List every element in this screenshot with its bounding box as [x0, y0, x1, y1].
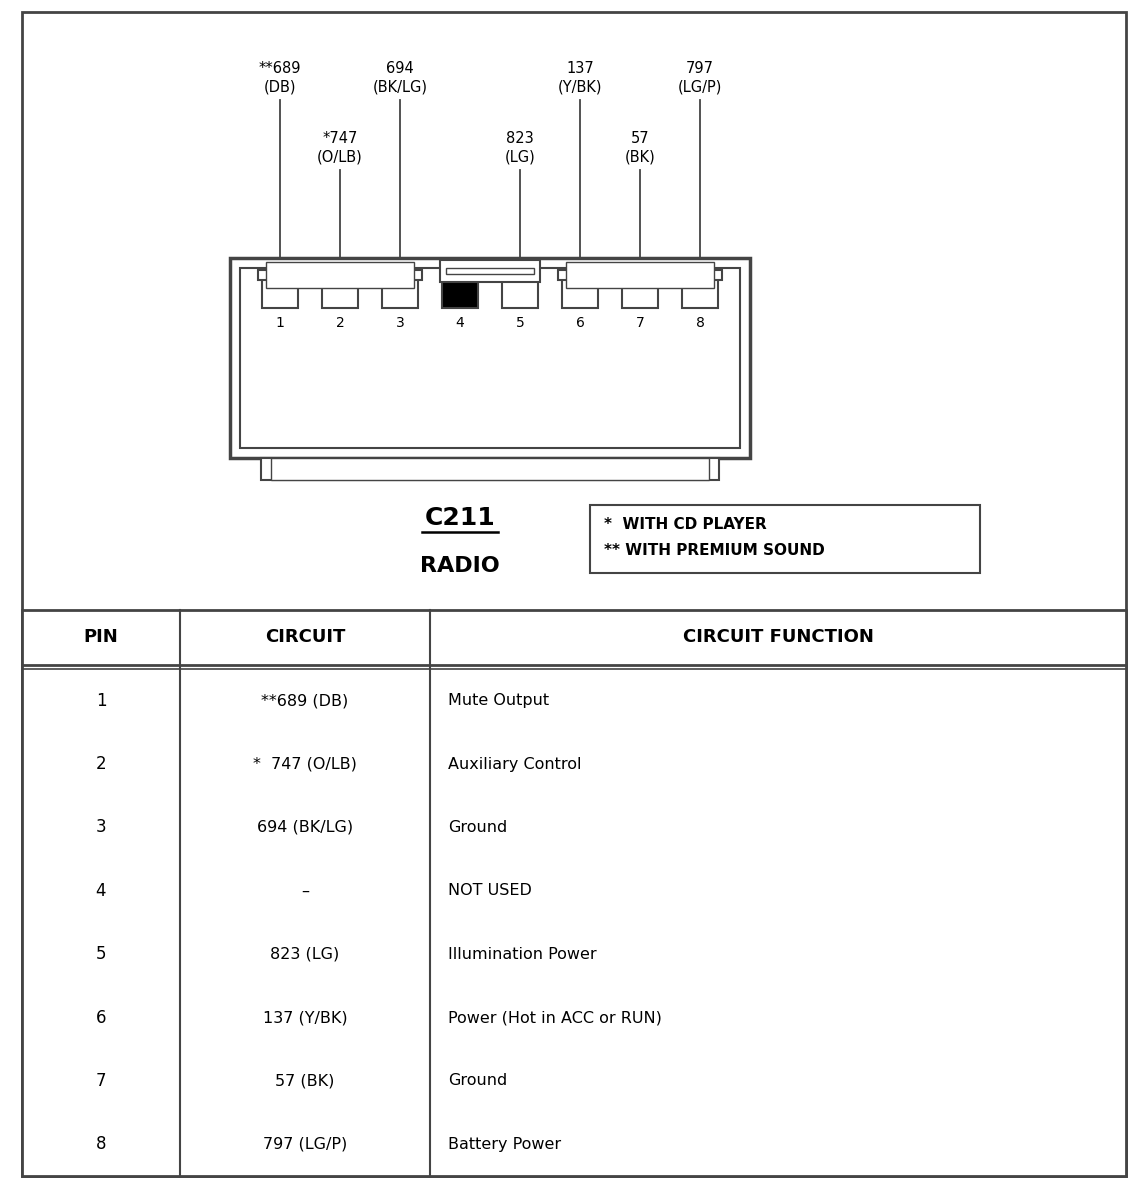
Bar [563, 278, 598, 308]
Text: Mute Output: Mute Output [448, 694, 549, 708]
Text: 694 (BK/LG): 694 (BK/LG) [257, 820, 354, 835]
Text: Power (Hot in ACC or RUN): Power (Hot in ACC or RUN) [448, 1010, 662, 1025]
Text: *  WITH CD PLAYER: * WITH CD PLAYER [604, 517, 767, 532]
Text: **689
(DB): **689 (DB) [258, 61, 301, 95]
Text: CIRCUIT: CIRCUIT [265, 629, 346, 647]
Text: 1: 1 [95, 691, 107, 709]
Bar [262, 458, 719, 480]
Text: ** WITH PREMIUM SOUND: ** WITH PREMIUM SOUND [604, 542, 824, 558]
Bar [566, 262, 714, 288]
Bar [502, 278, 538, 308]
Bar [682, 278, 718, 308]
Bar [240, 268, 740, 448]
Bar [442, 278, 478, 308]
Text: *  747 (O/LB): * 747 (O/LB) [253, 756, 357, 772]
Text: 797
(LG/P): 797 (LG/P) [677, 61, 722, 95]
Text: 823
(LG): 823 (LG) [505, 132, 535, 164]
Text: 3: 3 [95, 818, 107, 836]
Text: 57 (BK): 57 (BK) [276, 1074, 335, 1088]
Text: 694
(BK/LG): 694 (BK/LG) [372, 61, 427, 95]
Text: Illumination Power: Illumination Power [448, 947, 597, 961]
Text: 57
(BK): 57 (BK) [625, 132, 656, 164]
Bar [440, 260, 540, 282]
Text: 7: 7 [636, 316, 644, 330]
Text: **689 (DB): **689 (DB) [262, 694, 349, 708]
Text: *747
(O/LB): *747 (O/LB) [317, 132, 363, 164]
Text: NOT USED: NOT USED [448, 883, 532, 899]
Text: 6: 6 [575, 316, 584, 330]
Text: PIN: PIN [84, 629, 118, 647]
Text: CIRCUIT FUNCTION: CIRCUIT FUNCTION [683, 629, 874, 647]
Text: 5: 5 [95, 946, 107, 964]
Bar [622, 278, 658, 308]
Text: Auxiliary Control: Auxiliary Control [448, 756, 582, 772]
Text: C211: C211 [425, 506, 496, 530]
Text: 823 (LG): 823 (LG) [271, 947, 340, 961]
Text: 137
(Y/BK): 137 (Y/BK) [558, 61, 603, 95]
Text: 2: 2 [95, 755, 107, 773]
Text: 2: 2 [335, 316, 344, 330]
Text: –: – [301, 883, 309, 899]
Text: 4: 4 [95, 882, 107, 900]
Text: Ground: Ground [448, 820, 507, 835]
Bar [266, 262, 414, 288]
Text: 7: 7 [95, 1072, 107, 1090]
Bar [262, 278, 298, 308]
Text: Ground: Ground [448, 1074, 507, 1088]
Text: 137 (Y/BK): 137 (Y/BK) [263, 1010, 348, 1025]
Bar [271, 458, 708, 480]
Text: 5: 5 [515, 316, 525, 330]
Text: 1: 1 [276, 316, 285, 330]
Bar [230, 258, 750, 458]
Text: 3: 3 [396, 316, 404, 330]
Bar [590, 505, 980, 572]
Text: 797 (LG/P): 797 (LG/P) [263, 1136, 347, 1152]
Bar [321, 278, 358, 308]
Text: 4: 4 [456, 316, 465, 330]
Text: Battery Power: Battery Power [448, 1136, 561, 1152]
Text: 8: 8 [696, 316, 705, 330]
Bar [558, 270, 722, 280]
Text: RADIO: RADIO [420, 556, 499, 576]
Bar [258, 270, 422, 280]
Bar [382, 278, 418, 308]
Bar [22, 610, 1126, 1176]
Text: 8: 8 [95, 1135, 107, 1153]
Text: 6: 6 [95, 1008, 107, 1026]
Bar [447, 268, 534, 274]
